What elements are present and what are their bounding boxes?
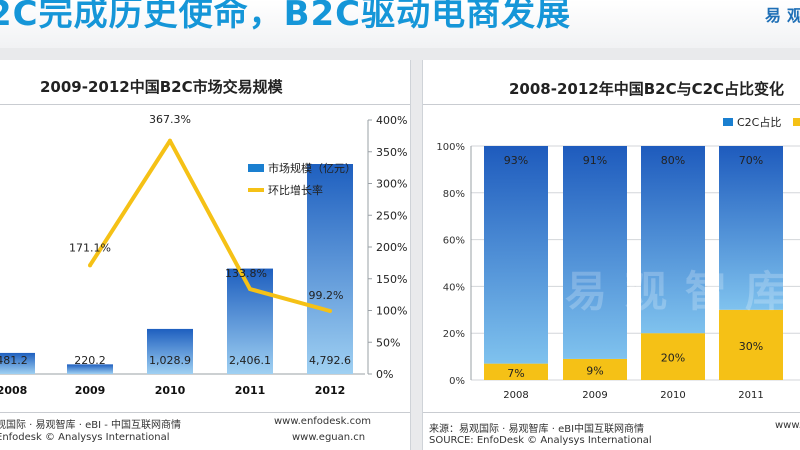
c2c-bar-2009 — [563, 146, 627, 359]
x-tick-2009: 2009 — [75, 384, 106, 397]
y-tick-2: 40% — [443, 282, 465, 293]
left-footer-rule — [0, 412, 410, 413]
growth-point-2010 — [168, 138, 172, 143]
c2c-label-2009: 91% — [583, 154, 607, 167]
right-source-1: 来源：易观国际 · 易观智库 · eBI中国互联网商情 — [429, 424, 645, 435]
legend-label-market: 市场规模（亿元） — [268, 161, 356, 175]
growth-point-2011 — [248, 287, 252, 292]
right-tick-1: 50% — [376, 336, 400, 349]
c2c-bar-2010 — [641, 146, 705, 334]
bar-label-2012: 4,792.6 — [309, 354, 351, 367]
share-chart: 0% 20% 40% 60% 80% 100% 7% 93% 2008 9% 91% 2009 20% 8… — [436, 115, 800, 401]
x-tick-2008: 2008 — [0, 384, 27, 397]
growth-label-2010: 367.3% — [149, 113, 191, 126]
x-tick-2012: 2012 — [315, 384, 346, 397]
left-source-1: 观国际 · 易观智库 · eBI - 中国互联网商情 — [0, 420, 181, 431]
bar-2012 — [307, 164, 353, 374]
watermark: 易观智库 — [565, 267, 800, 316]
left-source-2: Enfodesk © Analysys International — [0, 432, 170, 443]
growth-label-2012: 99.2% — [309, 289, 344, 302]
b2c-bar-2011 — [719, 309, 783, 380]
y-tick-1: 20% — [443, 329, 465, 340]
growth-label-2011: 133.8% — [225, 267, 267, 280]
growth-point-2009 — [88, 263, 92, 268]
right-tick-5: 250% — [376, 209, 407, 222]
x-tick-2010: 2010 — [660, 390, 685, 401]
brand-logo: 易观 — [765, 6, 800, 25]
bar-2009 — [67, 364, 113, 374]
left-url-1: www.enfodesk.com — [274, 416, 371, 427]
b2c-label-2009: 9% — [586, 364, 603, 377]
bar-label-2008: 481.2 — [0, 354, 28, 367]
left-url-2: www.eguan.cn — [292, 432, 366, 443]
left-chart-title: 2009-2012中国B2C市场交易规模 — [40, 78, 283, 96]
bar-label-2009: 220.2 — [74, 354, 106, 367]
y-tick-5: 100% — [436, 142, 465, 153]
b2c-label-2011: 30% — [739, 340, 763, 353]
right-chart-title: 2008-2012年中国B2C与C2C占比变化 — [509, 80, 785, 98]
left-title-rule — [0, 104, 410, 105]
b2c-market-panel: 2009-2012中国B2C市场交易规模 481.2 2008 220.2 2009 1… — [0, 60, 411, 450]
x-tick-2011: 2011 — [235, 384, 266, 397]
right-tick-2: 100% — [376, 305, 407, 318]
right-title-rule — [423, 104, 800, 105]
b2c-bar-2008 — [484, 363, 548, 380]
right-tick-4: 200% — [376, 241, 407, 254]
b2c-bar-2010 — [641, 333, 705, 380]
y-tick-0: 0% — [449, 376, 465, 387]
b2c-label-2010: 20% — [661, 352, 685, 365]
right-tick-6: 300% — [376, 178, 407, 191]
right-tick-0: 0% — [376, 368, 393, 381]
right-footer-rule — [423, 412, 800, 413]
bar-2008 — [0, 352, 35, 374]
legend-swatch-growth — [248, 188, 264, 192]
legend-swatch-market — [248, 164, 264, 172]
right-tick-7: 350% — [376, 146, 407, 159]
legend-label-c2c: C2C占比 — [737, 115, 781, 129]
x-tick-2009: 2009 — [582, 390, 607, 401]
growth-label-2009: 171.1% — [69, 241, 111, 254]
legend-label-growth: 环比增长率 — [268, 183, 323, 197]
bar-2010 — [147, 328, 193, 374]
right-url-1: www. — [775, 420, 800, 431]
y-tick-3: 60% — [443, 236, 465, 247]
c2c-bar-2011 — [719, 146, 783, 310]
growth-line — [88, 138, 331, 313]
legend-swatch-c2c — [723, 118, 733, 126]
b2c-label-2008: 7% — [507, 367, 524, 380]
right-tick-8: 400% — [376, 114, 407, 127]
growth-point-2012 — [328, 309, 332, 314]
bar-label-2010: 1,028.9 — [149, 354, 191, 367]
c2c-bar-2008 — [484, 146, 548, 364]
x-tick-2011: 2011 — [738, 390, 763, 401]
x-tick-2010: 2010 — [155, 384, 186, 397]
right-source-2: SOURCE: EnfoDesk © Analysys Internationa… — [429, 435, 652, 446]
legend-swatch-b2c — [793, 118, 800, 126]
bar-label-2011: 2,406.1 — [229, 354, 271, 367]
slide-headline: 2C完成历史使命，B2C驱动电商发展 — [0, 0, 572, 34]
c2c-label-2011: 70% — [739, 154, 763, 167]
c2c-label-2008: 93% — [504, 154, 528, 167]
c2c-label-2010: 80% — [661, 154, 685, 167]
b2c-market-chart: 481.2 2008 220.2 2009 1,028.9 2010 2,406.1 2011… — [0, 113, 407, 397]
y-tick-4: 80% — [443, 189, 465, 200]
b2c-c2c-share-panel: 2008-2012年中国B2C与C2C占比变化 0% 20% 40% 60% 80% 10… — [422, 60, 800, 450]
right-tick-3: 150% — [376, 273, 407, 286]
b2c-bar-2009 — [563, 358, 627, 380]
x-tick-2008: 2008 — [503, 390, 528, 401]
slide-header: 2C完成历史使命，B2C驱动电商发展 易观 — [0, 0, 800, 48]
